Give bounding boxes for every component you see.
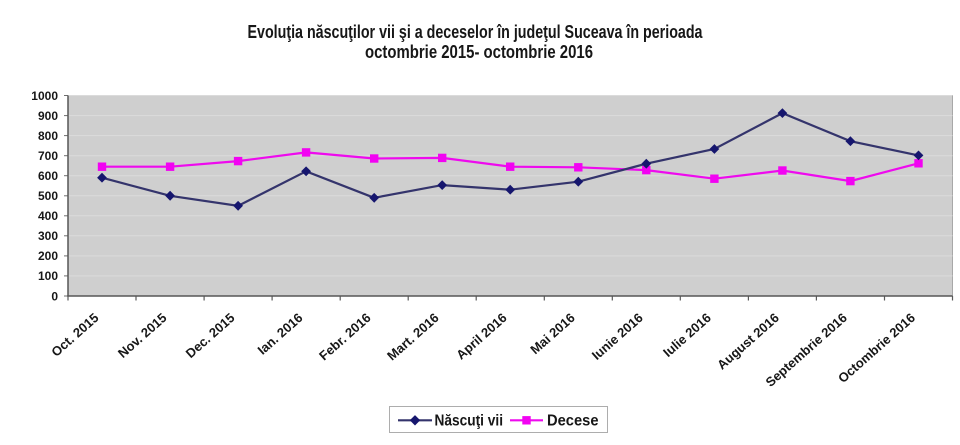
- svg-text:Febr. 2016: Febr. 2016: [316, 310, 374, 363]
- svg-text:200: 200: [38, 249, 58, 263]
- svg-text:900: 900: [38, 109, 58, 123]
- svg-text:100: 100: [38, 269, 58, 283]
- svg-text:Născuţi vii: Născuţi vii: [435, 413, 504, 430]
- svg-text:Dec. 2015: Dec. 2015: [183, 310, 238, 361]
- svg-text:0: 0: [51, 289, 58, 303]
- svg-text:800: 800: [38, 129, 58, 143]
- svg-text:Ian. 2016: Ian. 2016: [255, 310, 306, 358]
- svg-text:500: 500: [38, 189, 58, 203]
- svg-text:700: 700: [38, 149, 58, 163]
- svg-text:Oct. 2015: Oct. 2015: [48, 310, 101, 360]
- svg-text:1000: 1000: [31, 89, 58, 103]
- svg-text:600: 600: [38, 169, 58, 183]
- svg-text:August 2016: August 2016: [714, 310, 782, 372]
- svg-text:Nov. 2015: Nov. 2015: [115, 310, 170, 361]
- svg-text:Iunie 2016: Iunie 2016: [589, 310, 646, 363]
- svg-text:Evoluţia născuţilor vii şi a d: Evoluţia născuţilor vii şi a deceselor î…: [248, 22, 704, 42]
- svg-text:300: 300: [38, 229, 58, 243]
- svg-text:April 2016: April 2016: [453, 310, 509, 362]
- svg-text:Mart. 2016: Mart. 2016: [384, 310, 442, 363]
- svg-text:400: 400: [38, 209, 58, 223]
- svg-text:octombrie 2015- octombrie 2016: octombrie 2015- octombrie 2016: [365, 42, 593, 62]
- svg-text:Iulie 2016: Iulie 2016: [660, 310, 714, 360]
- svg-text:Mai 2016: Mai 2016: [527, 310, 578, 357]
- svg-text:Decese: Decese: [547, 413, 599, 430]
